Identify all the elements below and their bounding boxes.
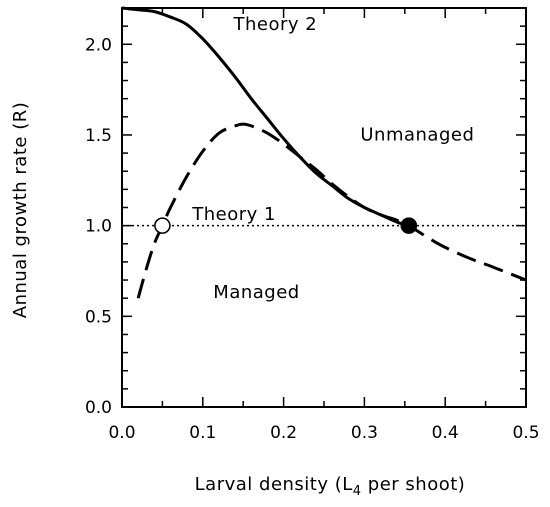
plot-frame bbox=[121, 7, 527, 408]
tick-labels: 0.0 0.1 0.2 0.3 0.4 0.5 0.0 0.5 1.0 1.5 2.0 bbox=[85, 35, 540, 443]
annotations: Theory 2 Unmanaged Theory 1 Managed bbox=[191, 14, 474, 303]
y-tick-label: 0.5 bbox=[85, 307, 112, 327]
axis-ticks bbox=[121, 7, 527, 408]
series-layer bbox=[121, 6, 527, 299]
x-tick-label: 0.0 bbox=[108, 423, 135, 443]
annotation-unmanaged: Unmanaged bbox=[360, 124, 474, 145]
y-tick-label: 1.0 bbox=[85, 217, 112, 237]
x-axis-title-subscript: 4 bbox=[353, 484, 362, 499]
y-tick-label: 0.0 bbox=[85, 398, 112, 418]
points-layer bbox=[154, 217, 418, 234]
annotation-theory-2: Theory 2 bbox=[233, 14, 318, 35]
series-line-theory-2 bbox=[121, 6, 410, 228]
x-tick-label: 0.4 bbox=[432, 423, 459, 443]
x-axis-title-main: Larval density (L bbox=[195, 474, 353, 495]
equilibrium-point-filled bbox=[400, 217, 418, 234]
annotation-theory-1: Theory 1 bbox=[191, 204, 276, 225]
y-axis-title: Annual growth rate (R) bbox=[10, 102, 31, 318]
x-tick-label: 0.3 bbox=[351, 423, 378, 443]
x-tick-label: 0.2 bbox=[270, 423, 297, 443]
y-tick-label: 2.0 bbox=[85, 35, 112, 55]
plot-border bbox=[121, 7, 527, 408]
x-tick-label: 0.1 bbox=[189, 423, 216, 443]
y-tick-label: 1.5 bbox=[85, 126, 112, 146]
equilibrium-point-open bbox=[154, 217, 171, 234]
x-axis-title: Larval density (L4 per shoot) bbox=[195, 474, 466, 499]
x-axis-title-tail: per shoot) bbox=[362, 474, 466, 495]
annotation-managed: Managed bbox=[213, 282, 299, 303]
x-tick-label: 0.5 bbox=[512, 423, 539, 443]
series-line-theory-1 bbox=[136, 122, 527, 299]
